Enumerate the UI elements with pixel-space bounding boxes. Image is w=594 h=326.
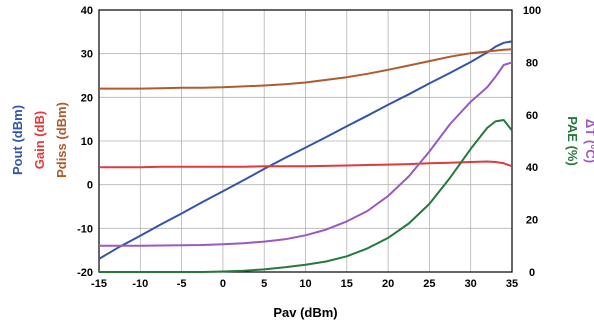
x-tick-label: -5 [177,278,187,290]
grid [98,9,513,273]
x-tick-label: 30 [465,278,477,290]
left-tick-label: -10 [77,223,93,235]
left-tick-label: 20 [81,92,93,104]
x-tick-label: 25 [423,278,435,290]
left-tick-label: 0 [87,180,93,192]
x-tick-label: 10 [299,278,311,290]
series-line-2 [99,160,513,169]
right-tick-label: 100 [523,5,541,17]
right-tick-label: 0 [529,267,535,279]
right-tick-label: 80 [526,57,538,69]
right-tick-label: 60 [526,110,538,122]
x-tick-label: 20 [382,278,394,290]
left-tick-label: 40 [81,5,93,17]
series-line-1 [98,40,513,260]
plot-frame [98,9,513,273]
x-tick-label: 0 [220,278,226,290]
left-tick-label: 10 [81,136,93,148]
right-tick-label: 20 [526,215,538,227]
series-line-4 [99,119,513,273]
right-axis-title: PAE (%) [565,116,580,166]
x-tick-label: 15 [341,278,353,290]
tick-layer: -15 -10 -5 0 5 10 15 20 25 30 35 -20 -10 0 10 20 30 40 0 20… [77,5,541,290]
x-tick-label: 35 [506,278,518,290]
title-layer: Pav (dBm) Pout (dBm) Gain (dB) Pdiss (dBm)… [10,102,594,320]
x-tick-label: -15 [91,278,107,290]
left-axis-title: Gain (dB) [32,111,47,170]
left-axis-title: Pdiss (dBm) [54,102,69,178]
x-tick-label: -10 [132,278,148,290]
x-axis-title: Pav (dBm) [273,305,337,320]
x-tick-label: 5 [261,278,267,290]
series-line-3 [99,48,513,90]
series-layer [98,40,513,273]
left-tick-label: 30 [81,49,93,61]
right-axis-title: ΔT (°C) [583,119,594,163]
left-axis-title: Pout (dBm) [10,105,25,175]
right-tick-label: 40 [526,162,538,174]
left-tick-label: -20 [77,267,93,279]
series-line-5 [99,61,513,247]
